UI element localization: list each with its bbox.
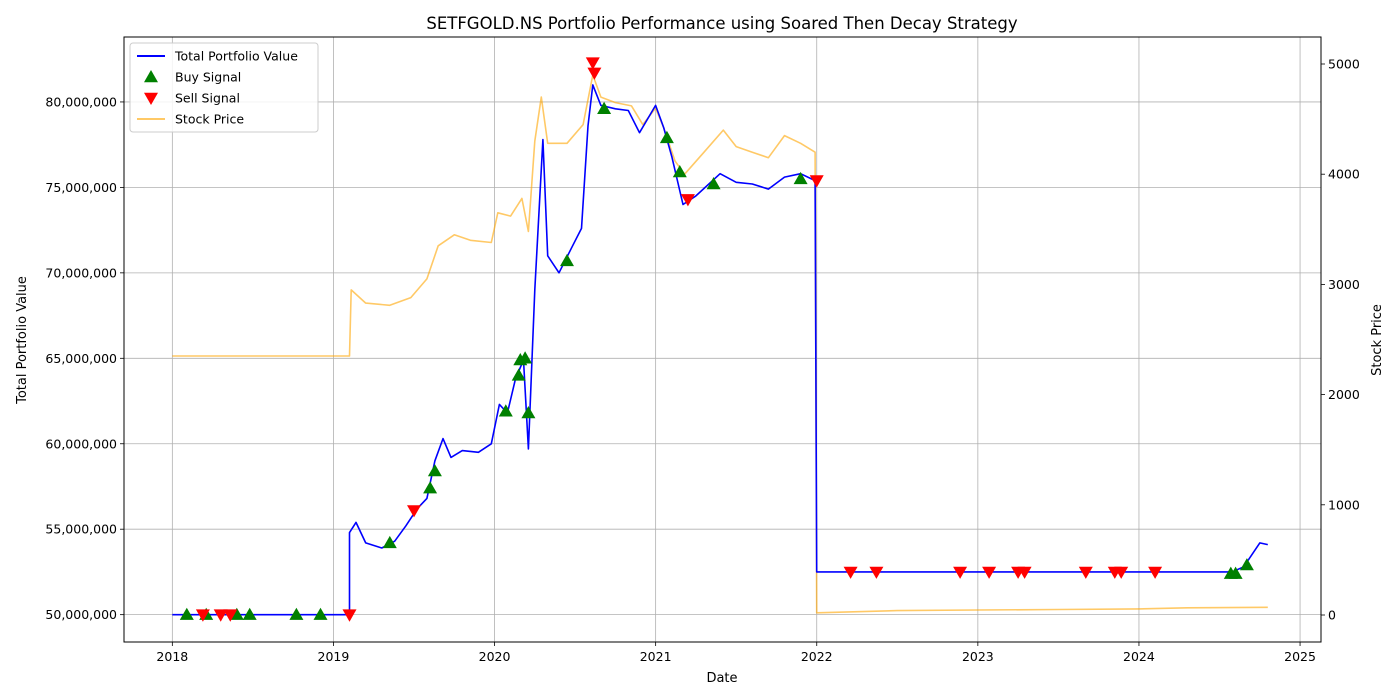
sell-signal-marker (587, 67, 602, 80)
x-axis-ticks: 2018 2019 2020 2021 2022 2023 2024 2025 (156, 642, 1316, 664)
buy-signal-marker (229, 607, 244, 620)
stock-price-series (172, 74, 1268, 614)
legend-marker-swatch (144, 70, 158, 83)
sell-signal-marker (843, 566, 858, 579)
buy-signal-marker (179, 607, 194, 620)
buy-signal-marker (672, 165, 687, 178)
buy-signal-marker (1228, 566, 1243, 579)
sell-signal-marker (223, 609, 238, 622)
x-tick-label: 2018 (156, 649, 188, 664)
legend: Total Portfolio Value Buy Signal Sell Sign… (129, 42, 319, 133)
sell-signal-marker (585, 57, 600, 70)
stock-price-line (172, 74, 1268, 614)
buy-signal-marker (423, 481, 438, 494)
buy-signal-markers (179, 101, 1254, 620)
right-y-tick-label: 1000 (1328, 497, 1360, 512)
sell-signal-markers (195, 57, 1163, 622)
sell-signal-marker (195, 609, 210, 622)
legend-label: Sell Signal (175, 91, 240, 106)
x-tick-label: 2025 (1284, 649, 1316, 664)
right-y-tick-label: 4000 (1328, 167, 1360, 182)
sell-signal-marker (982, 566, 997, 579)
buy-signal-marker (659, 130, 674, 144)
sell-signal-marker (213, 609, 228, 622)
sell-signal-marker (342, 609, 357, 622)
buy-signal-marker (382, 535, 397, 549)
right-y-tick-label: 3000 (1328, 277, 1360, 292)
x-tick-label: 2023 (962, 649, 994, 664)
legend-label: Buy Signal (175, 70, 241, 85)
sell-signal-marker (407, 505, 421, 518)
x-tick-label: 2020 (479, 649, 511, 664)
plot-frame (123, 36, 1322, 643)
left-y-tick-label: 70,000,000 (45, 265, 117, 280)
x-tick-label: 2021 (640, 649, 672, 664)
buy-signal-marker (793, 171, 808, 185)
left-y-axis-ticks: 50,000,000 55,000,000 60,000,000 65,000,000… (45, 94, 124, 622)
legend-marker-swatch (144, 92, 158, 105)
buy-signal-marker (313, 607, 328, 620)
left-y-tick-label: 80,000,000 (45, 94, 117, 109)
buy-signal-marker (560, 253, 574, 267)
buy-signal-marker (427, 464, 442, 477)
x-tick-label: 2022 (801, 649, 833, 664)
right-y-tick-label: 5000 (1328, 56, 1360, 71)
left-y-tick-label: 60,000,000 (45, 436, 117, 451)
sell-signal-marker (1017, 566, 1032, 579)
buy-signal-marker (597, 101, 612, 114)
left-y-tick-label: 50,000,000 (45, 607, 117, 622)
buy-signal-marker (1239, 558, 1254, 571)
right-y-tick-label: 0 (1328, 608, 1336, 623)
x-axis-label: Date (706, 671, 737, 686)
sell-signal-marker (869, 566, 884, 579)
left-y-tick-label: 75,000,000 (45, 180, 117, 195)
right-y-axis-ticks: 0 1000 2000 3000 4000 5000 (1321, 56, 1360, 623)
sell-signal-marker (680, 194, 695, 207)
left-y-tick-label: 55,000,000 (45, 522, 117, 537)
left-y-axis-label: Total Portfolio Value (15, 276, 30, 405)
x-tick-label: 2024 (1123, 649, 1155, 664)
sell-signal-marker (953, 566, 968, 579)
buy-signal-marker (706, 177, 721, 190)
sell-signal-marker (1148, 566, 1163, 579)
buy-signal-marker (518, 351, 533, 364)
sell-signal-marker (1078, 566, 1093, 579)
legend-label: Stock Price (175, 112, 244, 127)
buy-signal-marker (521, 406, 536, 419)
right-y-axis-label: Stock Price (1370, 304, 1385, 376)
sell-signal-marker (1114, 566, 1129, 579)
legend-box (129, 42, 319, 133)
buy-signal-marker (511, 368, 526, 381)
sell-signal-marker (809, 175, 824, 188)
chart-title: SETFGOLD.NS Portfolio Performance using … (426, 14, 1018, 33)
left-y-tick-label: 65,000,000 (45, 351, 117, 366)
legend-label: Total Portfolio Value (174, 49, 298, 64)
buy-signal-marker (498, 404, 513, 417)
right-y-tick-label: 2000 (1328, 387, 1360, 402)
buy-signal-marker (289, 607, 304, 620)
buy-signal-marker (242, 607, 257, 620)
x-tick-label: 2019 (318, 649, 350, 664)
